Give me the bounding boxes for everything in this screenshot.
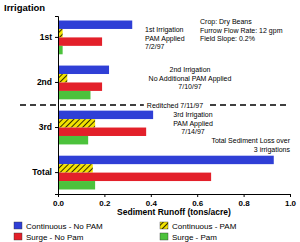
tick: 0.0 [53,194,65,208]
annotation: 3 irrigations [254,146,291,154]
legend-label: Continuous - PAM [172,222,237,231]
bar [58,156,274,164]
tick-label: 1.0 [285,199,297,208]
tick: 0.4 [146,194,158,208]
tick-label: Total [32,167,52,177]
annotation: 7/14/97 [181,128,204,135]
annotation: Furrow Flow Rate: 12 gpm [200,27,283,35]
bar [58,128,146,136]
legend-label: Continuous - No PAM [26,222,103,231]
chart: Irrigation 0.0 0.2 0.4 0.6 0.8 1.0 1st 2nd 3rd Tot… [0,0,300,242]
annotation: Crop: Dry Beans [200,18,252,26]
tick-mark [55,127,58,128]
tick-mark [244,194,245,197]
annotation-bg [144,101,206,110]
tick-mark [104,194,105,197]
tick-mark [290,194,291,197]
tick: 1.0 [285,194,297,208]
annotation: PAM Applied [173,120,213,128]
bar [58,91,90,99]
legend-label: Surge - Pam [172,233,217,242]
tick-mark [55,172,58,173]
annotation: 7/2/97 [145,43,165,50]
annotation: 3rd Irrigation [173,111,212,119]
annotation: No Additional PAM Applied [149,75,232,83]
tick-label: 3rd [39,122,52,132]
legend-swatch [14,222,22,229]
legend-swatch [160,233,168,240]
tick-label: 0.2 [99,199,111,208]
tick-mark [151,194,152,197]
annotations: Crop: Dry BeansFurrow Flow Rate: 12 gpmF… [144,18,291,154]
annotation: Field Slope: 0.2% [200,35,255,43]
bar [58,74,67,82]
axis-line [59,195,291,198]
bar [58,37,102,45]
annotation: 1st Irrigation [145,26,184,34]
bar [58,21,132,29]
bar [58,181,95,189]
tick-label: 0.0 [53,199,65,208]
legend: Continuous - No PAM Continuous - PAM Surge… [14,222,237,242]
title: Irrigation [4,2,45,13]
annotation: Total Sediment Loss over [211,137,290,144]
tick-label: 0.8 [239,199,251,208]
legend-swatch [14,233,22,240]
tick: 0.6 [192,194,204,208]
bar [58,173,211,181]
tick: 0.2 [99,194,111,208]
x-axis: 0.0 0.2 0.4 0.6 0.8 1.0 [53,194,297,208]
tick: 3rd [39,122,58,132]
annotation: 7/10/97 [178,83,201,90]
legend-swatch [160,222,168,229]
tick: 1st [40,32,58,42]
tick-label: 1st [40,32,52,42]
bar [58,66,109,74]
tick: Total [32,167,58,177]
bar [58,82,102,90]
tick: 0.8 [239,194,251,208]
tick-mark [55,82,58,83]
tick-mark [197,194,198,197]
tick-mark [55,37,58,38]
bar [58,111,153,119]
tick-label: 2nd [37,77,52,87]
axis-title: Sediment Runoff (tons/acre) [117,207,231,217]
bar [58,119,95,127]
bar [58,136,88,144]
annotation: 2nd Irrigation [170,66,211,74]
tick: 2nd [37,77,58,87]
annotation: PAM Applied [145,35,185,43]
legend-label: Surge - No Pam [26,233,84,242]
bar [58,164,93,172]
annotation: Reditched 7/11/97 [147,102,203,109]
